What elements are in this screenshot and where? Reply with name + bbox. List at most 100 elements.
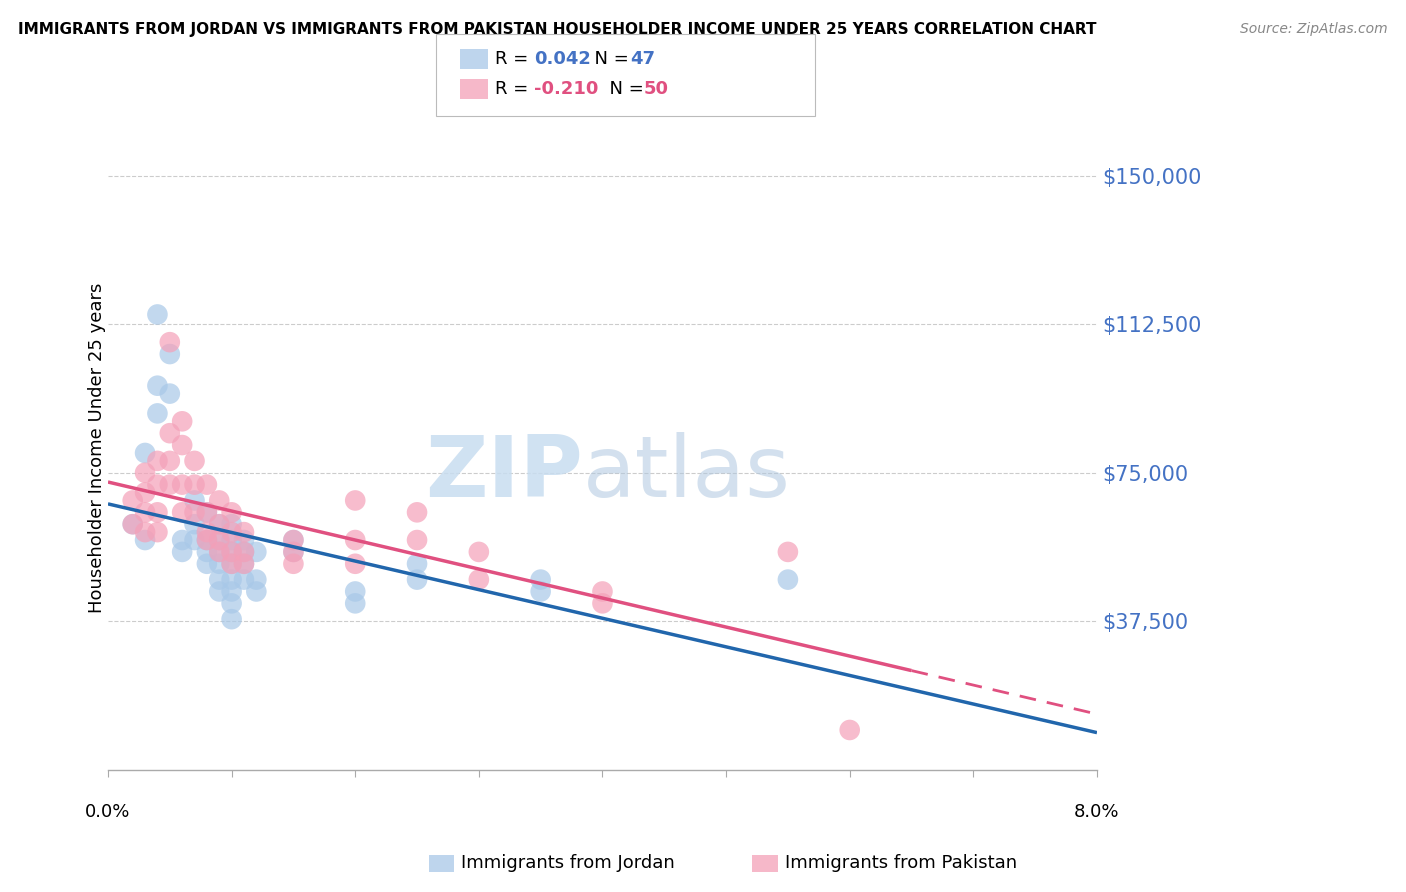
Point: [183, 477, 205, 491]
Point: [221, 517, 243, 532]
Point: [146, 454, 169, 468]
Point: [208, 545, 231, 559]
Point: [159, 426, 181, 441]
Point: [172, 438, 194, 452]
Point: [134, 446, 156, 460]
Point: [172, 414, 194, 428]
Point: [159, 477, 181, 491]
Point: [221, 525, 243, 540]
Point: [208, 517, 231, 532]
Point: [159, 386, 181, 401]
Point: [208, 533, 231, 547]
Point: [183, 454, 205, 468]
Point: [233, 533, 256, 547]
Point: [406, 505, 429, 519]
Point: [591, 596, 613, 610]
Point: [233, 573, 256, 587]
Text: IMMIGRANTS FROM JORDAN VS IMMIGRANTS FROM PAKISTAN HOUSEHOLDER INCOME UNDER 25 Y: IMMIGRANTS FROM JORDAN VS IMMIGRANTS FRO…: [18, 22, 1097, 37]
Point: [183, 533, 205, 547]
Point: [121, 517, 143, 532]
Point: [776, 545, 799, 559]
Text: Immigrants from Pakistan: Immigrants from Pakistan: [785, 855, 1017, 872]
Point: [283, 533, 305, 547]
Point: [776, 573, 799, 587]
Point: [245, 584, 267, 599]
Point: [172, 505, 194, 519]
Point: [344, 533, 367, 547]
Point: [208, 545, 231, 559]
Point: [146, 525, 169, 540]
Point: [134, 533, 156, 547]
Y-axis label: Householder Income Under 25 years: Householder Income Under 25 years: [89, 283, 105, 613]
Point: [208, 557, 231, 571]
Point: [245, 573, 267, 587]
Point: [195, 557, 218, 571]
Point: [146, 477, 169, 491]
Point: [283, 545, 305, 559]
Point: [159, 454, 181, 468]
Point: [221, 533, 243, 547]
Point: [208, 517, 231, 532]
Point: [221, 596, 243, 610]
Point: [195, 477, 218, 491]
Point: [172, 533, 194, 547]
Point: [183, 517, 205, 532]
Point: [233, 545, 256, 559]
Point: [406, 573, 429, 587]
Point: [530, 573, 553, 587]
Point: [283, 557, 305, 571]
Point: [838, 723, 860, 737]
Point: [208, 584, 231, 599]
Point: [134, 485, 156, 500]
Point: [283, 545, 305, 559]
Point: [146, 505, 169, 519]
Point: [195, 545, 218, 559]
Point: [121, 493, 143, 508]
Point: [468, 573, 491, 587]
Text: R =: R =: [495, 80, 534, 98]
Point: [195, 533, 218, 547]
Point: [233, 545, 256, 559]
Point: [344, 596, 367, 610]
Point: [221, 612, 243, 626]
Point: [530, 584, 553, 599]
Point: [195, 533, 218, 547]
Point: [208, 493, 231, 508]
Point: [134, 505, 156, 519]
Point: [195, 505, 218, 519]
Point: [159, 347, 181, 361]
Point: [233, 557, 256, 571]
Point: [221, 557, 243, 571]
Point: [283, 533, 305, 547]
Text: Source: ZipAtlas.com: Source: ZipAtlas.com: [1240, 22, 1388, 37]
Point: [245, 545, 267, 559]
Point: [172, 477, 194, 491]
Text: 47: 47: [630, 50, 655, 68]
Text: 8.0%: 8.0%: [1074, 803, 1119, 822]
Point: [221, 557, 243, 571]
Text: 0.0%: 0.0%: [86, 803, 131, 822]
Text: N =: N =: [583, 50, 636, 68]
Text: Immigrants from Jordan: Immigrants from Jordan: [461, 855, 675, 872]
Point: [221, 505, 243, 519]
Point: [183, 505, 205, 519]
Point: [221, 545, 243, 559]
Point: [221, 573, 243, 587]
Point: [208, 573, 231, 587]
Point: [172, 545, 194, 559]
Point: [591, 584, 613, 599]
Point: [468, 545, 491, 559]
Point: [344, 493, 367, 508]
Point: [134, 525, 156, 540]
Point: [208, 533, 231, 547]
Point: [183, 493, 205, 508]
Point: [406, 533, 429, 547]
Point: [221, 584, 243, 599]
Point: [233, 525, 256, 540]
Point: [344, 557, 367, 571]
Text: N =: N =: [598, 80, 650, 98]
Point: [146, 406, 169, 420]
Text: 0.042: 0.042: [534, 50, 591, 68]
Text: 50: 50: [644, 80, 669, 98]
Point: [406, 557, 429, 571]
